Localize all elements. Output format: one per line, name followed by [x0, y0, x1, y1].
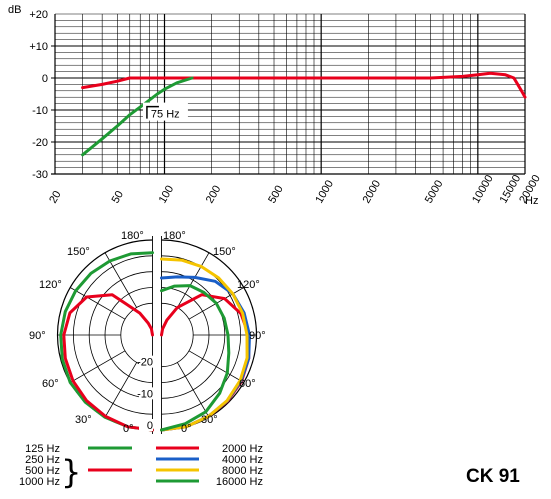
fr-ylabel: dB — [8, 4, 21, 16]
fr-xtick-label: 500 — [266, 184, 286, 206]
polar-angle-label-left: 120° — [39, 279, 62, 291]
polar-spoke-left — [70, 350, 126, 383]
polar-curve-left — [59, 251, 154, 432]
polar-spoke-right — [176, 252, 210, 308]
fr-xtick-label: 10000 — [470, 173, 496, 205]
polar-rlabel-bg — [139, 387, 153, 400]
legend-label: 16000 Hz — [216, 476, 263, 488]
frequency-response-chart: dB +20 +10 0 -10 -20 -30 20 50 100 200 500 1000 2000 5… — [8, 4, 543, 207]
legend-label: 125 Hz — [25, 443, 60, 455]
fr-annotation: 75 Hz — [142, 102, 188, 121]
model-name: CK 91 — [466, 466, 520, 487]
fr-annotation-corner — [146, 105, 159, 119]
polar-curves — [59, 251, 251, 432]
legend-label: 4000 Hz — [222, 454, 263, 466]
polar-angle-label-left: 60° — [42, 378, 59, 390]
fr-xtick-label: 2000 — [361, 178, 384, 205]
fr-ytick-label: -10 — [32, 105, 48, 117]
polar-radius-label: -10 — [137, 388, 153, 400]
polar-rlabel-bg — [139, 355, 153, 368]
polar-angle-label-right: 150° — [213, 246, 236, 258]
fr-xtick-label: 1000 — [313, 178, 336, 205]
legend-label: 2000 Hz — [222, 443, 263, 455]
fr-xtick-label: 50 — [110, 189, 127, 206]
polar-angle-label-right: 0° — [181, 423, 192, 435]
legend-label: 1000 Hz — [19, 476, 60, 488]
fr-ytick-label: -30 — [32, 169, 48, 181]
polar-curve-right — [160, 257, 249, 432]
polar-spoke-right — [176, 362, 210, 418]
polar-pattern-chart: 0° 30° 60° 90° 120° 150° 180° 0° 30° 60° 90° 120° 15… — [29, 230, 266, 435]
polar-angle-label-right: 120° — [237, 279, 260, 291]
fr-xtick-label: 5000 — [423, 178, 446, 205]
fr-ytick-label: -20 — [32, 137, 48, 149]
polar-curve-right — [160, 284, 231, 432]
legend-label: 250 Hz — [25, 454, 60, 466]
fr-xlabel: Hz — [525, 195, 538, 207]
polar-radius-label: 0 — [147, 420, 153, 432]
fr-ytick-label: 0 — [42, 73, 48, 85]
legend-brace: } — [61, 453, 81, 491]
fr-xtick-label: 20 — [47, 189, 64, 206]
fr-xtick-label: 100 — [157, 184, 177, 206]
polar-angle-label-right: 180° — [163, 230, 186, 242]
fr-annotation-label: 75 Hz — [151, 109, 180, 121]
polar-angle-label-left: 90° — [29, 330, 46, 342]
fr-grid — [51, 13, 526, 175]
fr-xtick-label: 200 — [204, 184, 224, 206]
polar-spoke-left — [70, 287, 126, 320]
polar-radius-label: -20 — [137, 357, 153, 369]
polar-spoke-right — [188, 350, 244, 383]
polar-angle-label-left: 150° — [67, 246, 90, 258]
fr-curve-main — [81, 71, 527, 99]
polar-spoke-left — [104, 362, 138, 418]
polar-labels: 0° 30° 60° 90° 120° 150° 180° 0° 30° 60° 90° 120° 15… — [29, 230, 266, 435]
polar-ring-right — [161, 302, 194, 368]
polar-angle-label-right: 90° — [249, 330, 266, 342]
polar-rlabel-bg — [139, 419, 153, 431]
polar-curve-left — [62, 293, 154, 432]
polar-angle-label-left: 0° — [123, 423, 134, 435]
legend-label: 500 Hz — [25, 465, 60, 477]
polar-angle-label-left: 180° — [121, 230, 144, 242]
polar-angle-label-right: 30° — [201, 414, 218, 426]
fr-ytick-label: +20 — [29, 9, 48, 21]
legend-label: 8000 Hz — [222, 465, 263, 477]
fr-ytick-label: +10 — [29, 41, 48, 53]
polar-angle-label-left: 30° — [75, 414, 92, 426]
polar-angle-label-right: 60° — [239, 378, 256, 390]
